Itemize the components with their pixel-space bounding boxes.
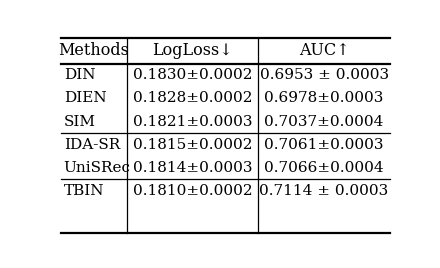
Text: 0.7066±0.0004: 0.7066±0.0004 [264,161,384,175]
Text: AUC↑: AUC↑ [299,42,349,59]
Text: IDA-SR: IDA-SR [64,138,120,152]
Text: DIEN: DIEN [64,91,106,105]
Text: 0.1828±0.0002: 0.1828±0.0002 [133,91,253,105]
Text: 0.1821±0.0003: 0.1821±0.0003 [133,114,253,129]
Text: LogLoss↓: LogLoss↓ [152,42,233,59]
Text: UniSRec: UniSRec [64,161,131,175]
Text: 0.6953 ± 0.0003: 0.6953 ± 0.0003 [260,68,389,82]
Text: 0.1810±0.0002: 0.1810±0.0002 [133,184,253,198]
Text: SIM: SIM [64,114,96,129]
Text: Methods: Methods [59,42,129,59]
Text: 0.1814±0.0003: 0.1814±0.0003 [133,161,253,175]
Text: 0.7114 ± 0.0003: 0.7114 ± 0.0003 [260,184,389,198]
Text: 0.1830±0.0002: 0.1830±0.0002 [133,68,253,82]
Text: 0.6978±0.0003: 0.6978±0.0003 [264,91,384,105]
Text: 0.7037±0.0004: 0.7037±0.0004 [264,114,384,129]
Text: DIN: DIN [64,68,95,82]
Text: 0.7061±0.0003: 0.7061±0.0003 [264,138,384,152]
Text: TBIN: TBIN [64,184,104,198]
Text: 0.1815±0.0002: 0.1815±0.0002 [133,138,253,152]
